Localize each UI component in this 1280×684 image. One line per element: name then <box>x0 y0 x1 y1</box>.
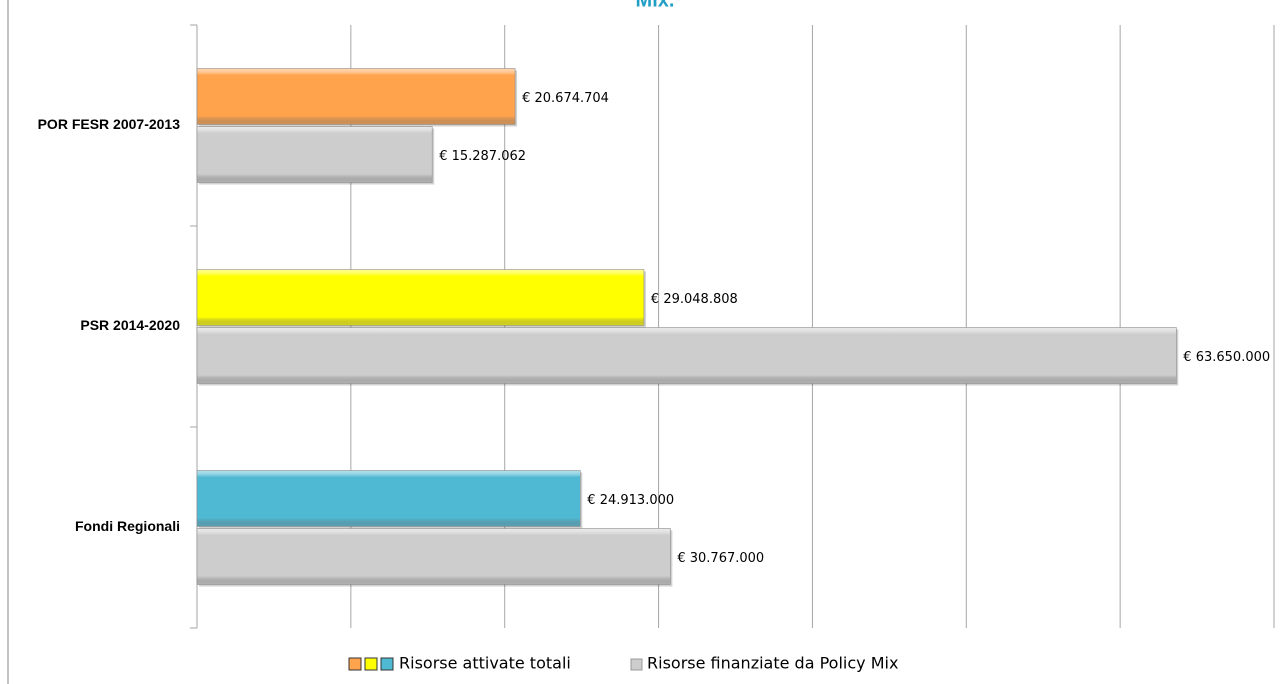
legend-label: Risorse finanziate da Policy Mix <box>647 654 898 673</box>
legend-swatch <box>348 657 362 671</box>
bar-shine <box>196 528 671 585</box>
legend-swatch <box>380 657 394 671</box>
value-label: € 29.048.808 <box>651 292 738 307</box>
bar-shine <box>196 327 1177 384</box>
legend-swatch <box>364 657 378 671</box>
value-label: € 30.767.000 <box>677 551 764 566</box>
bar-shine <box>196 269 645 326</box>
legend-swatch <box>630 658 643 671</box>
value-label: € 20.674.704 <box>522 91 609 106</box>
legend-label: Risorse attivate totali <box>399 654 571 673</box>
category-label: PSR 2014-2020 <box>80 317 180 333</box>
bar-shine <box>196 470 581 527</box>
category-label: Fondi Regionali <box>75 518 180 534</box>
value-label: € 24.913.000 <box>587 493 674 508</box>
chart-title: Mix. <box>636 0 675 11</box>
bar-shine <box>196 126 433 183</box>
category-label: POR FESR 2007-2013 <box>38 116 181 132</box>
value-label: € 63.650.000 <box>1183 350 1270 365</box>
bar-shine <box>196 68 516 125</box>
value-label: € 15.287.062 <box>439 149 526 164</box>
